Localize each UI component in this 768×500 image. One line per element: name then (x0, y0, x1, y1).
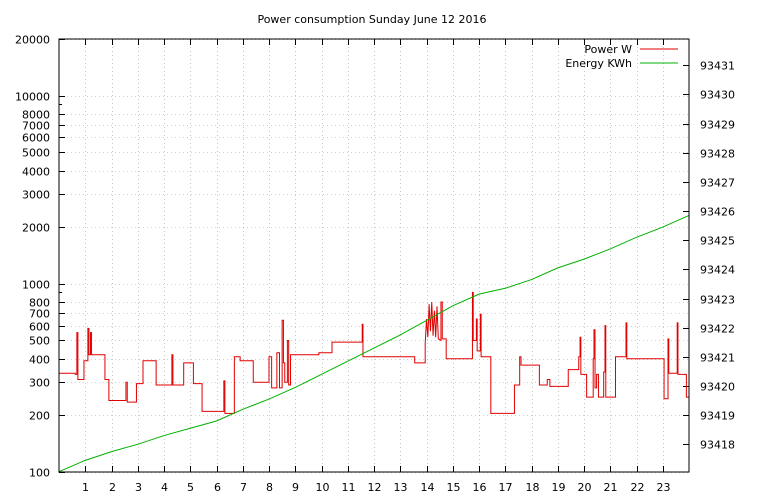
x-tick-label: 14 (421, 481, 435, 494)
x-tick-label: 5 (187, 481, 194, 494)
x-tick-label: 3 (135, 481, 142, 494)
y-tick-label: 600 (29, 321, 50, 334)
y-tick-label: 100 (29, 467, 50, 480)
y2-tick-label: 93426 (700, 206, 735, 219)
x-tick-label: 2 (109, 481, 116, 494)
x-tick-label: 11 (342, 481, 356, 494)
y-tick-label: 200 (29, 410, 50, 423)
y2-tick-label: 93427 (700, 177, 735, 190)
y-tick-label: 400 (29, 354, 50, 367)
y2-tick-label: 93421 (700, 352, 735, 365)
x-tick-label: 1 (82, 481, 89, 494)
y-tick-label: 8000 (22, 109, 50, 122)
series-energy-line (58, 214, 690, 473)
x-tick-label: 19 (552, 481, 566, 494)
x-tick-label: 12 (368, 481, 382, 494)
legend-label-power: Power W (584, 43, 632, 56)
y2-tick-label: 93419 (700, 410, 735, 423)
x-tick-label: 9 (292, 481, 299, 494)
x-tick-label: 10 (316, 481, 330, 494)
y-tick-label: 2000 (22, 222, 50, 235)
y2-tick-label: 93431 (700, 60, 735, 73)
x-tick-label: 6 (214, 481, 221, 494)
y-tick-label: 700 (29, 308, 50, 321)
x-tick-label: 7 (240, 481, 247, 494)
y2-tick-label: 93418 (700, 439, 735, 452)
y-tick-label: 7000 (22, 120, 50, 133)
y-tick-label: 1000 (22, 279, 50, 292)
y-tick-label: 5000 (22, 147, 50, 160)
y-tick-label: 800 (29, 297, 50, 310)
series-power-line (59, 291, 689, 414)
x-tick-label: 17 (499, 481, 513, 494)
x-tick-label: 15 (447, 481, 461, 494)
x-tick-label: 23 (657, 481, 671, 494)
y2-tick-label: 93424 (700, 264, 735, 277)
x-tick-label: 21 (604, 481, 618, 494)
y2-tick-labels: 93418 93419 93420 93421 93422 93423 93424 93425… (700, 60, 735, 452)
y2-tick-label: 93428 (700, 148, 735, 161)
x-tick-label: 13 (394, 481, 408, 494)
legend: Power W Energy KWh (565, 43, 678, 70)
legend-label-energy: Energy KWh (565, 57, 632, 70)
y2-tick-label: 93430 (700, 89, 735, 102)
plot-frame (58, 38, 690, 473)
x-tick-label: 20 (578, 481, 592, 494)
y-tick-label: 6000 (22, 132, 50, 145)
y-tick-label: 300 (29, 377, 50, 390)
x-tick-label: 18 (526, 481, 540, 494)
y-tick-label: 500 (29, 335, 50, 348)
x-tick-label: 22 (631, 481, 645, 494)
y-tick-label: 4000 (22, 166, 50, 179)
y-tick-label: 20000 (15, 34, 50, 47)
chart-title: Power consumption Sunday June 12 2016 (257, 13, 486, 26)
x-tick-labels: 1 2 3 4 5 6 7 8 9 10 11 12 13 14 15 16 17 18 19 20 21 22 23 (82, 481, 671, 494)
ticks (59, 39, 689, 473)
x-tick-label: 16 (473, 481, 487, 494)
y2-tick-label: 93420 (700, 381, 735, 394)
y-tick-label: 3000 (22, 189, 50, 202)
y2-tick-label: 93422 (700, 323, 735, 336)
x-tick-label: 8 (266, 481, 273, 494)
y2-tick-label: 93425 (700, 235, 735, 248)
y-tick-label: 10000 (15, 91, 50, 104)
y2-tick-label: 93423 (700, 294, 735, 307)
x-tick-label: 4 (161, 481, 168, 494)
grid (59, 39, 689, 473)
y2-tick-label: 93429 (700, 119, 735, 132)
